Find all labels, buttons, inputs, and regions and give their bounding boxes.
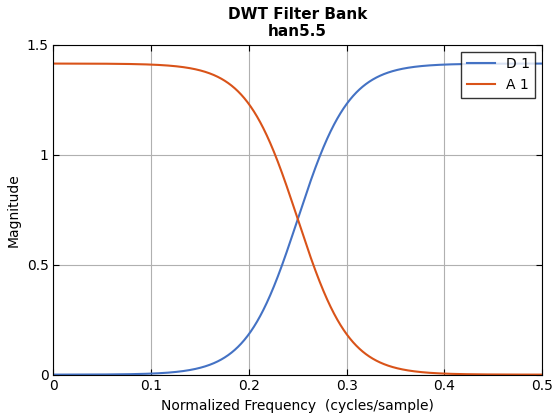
A 1: [524, 372, 531, 377]
D 1: [288, 237, 295, 242]
Legend: D 1, A 1: D 1, A 1: [461, 52, 535, 98]
Title: DWT Filter Bank
han5.5: DWT Filter Bank han5.5: [228, 7, 367, 39]
D 1: [50, 372, 57, 377]
A 1: [435, 371, 442, 376]
D 1: [275, 273, 282, 278]
D 1: [525, 61, 531, 66]
D 1: [524, 61, 531, 66]
D 1: [75, 372, 82, 377]
D 1: [435, 62, 442, 67]
A 1: [525, 372, 531, 377]
A 1: [75, 61, 82, 66]
Line: D 1: D 1: [53, 63, 542, 375]
D 1: [539, 61, 545, 66]
A 1: [288, 197, 295, 202]
X-axis label: Normalized Frequency  (cycles/sample): Normalized Frequency (cycles/sample): [161, 399, 434, 413]
A 1: [539, 372, 545, 377]
Y-axis label: Magnitude: Magnitude: [7, 173, 21, 247]
A 1: [275, 160, 282, 165]
Line: A 1: A 1: [53, 63, 542, 375]
A 1: [50, 61, 57, 66]
